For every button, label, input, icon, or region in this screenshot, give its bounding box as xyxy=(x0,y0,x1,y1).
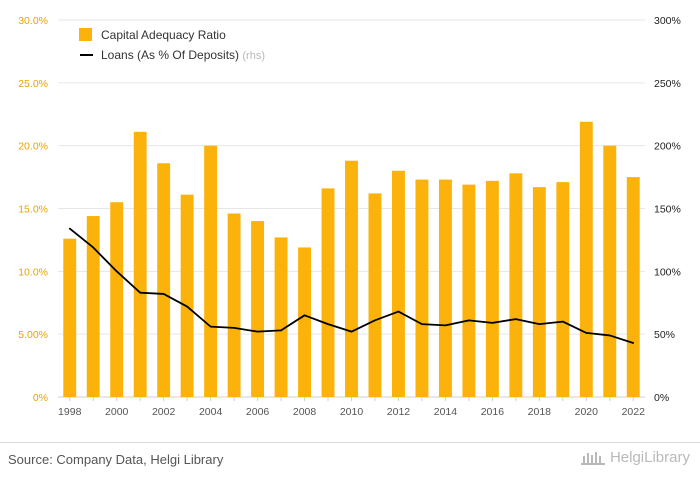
bar xyxy=(157,163,171,397)
bar xyxy=(556,182,570,397)
line-point xyxy=(397,310,400,313)
chart-svg: 0% 0% 5.00% 50% 10.0% 100% 15.0% 150% 20.0% 200% 2… xyxy=(18,15,681,418)
bar xyxy=(204,145,218,397)
y-left-tick-label: 20.0% xyxy=(18,141,48,153)
helgi-library-logo[interactable]: HelgiLibrary xyxy=(580,449,690,466)
line-point xyxy=(256,330,259,333)
line-point xyxy=(233,327,235,329)
bar xyxy=(462,184,476,397)
line-point xyxy=(515,318,517,320)
x-tick-label: 2000 xyxy=(105,406,129,418)
bar xyxy=(438,179,452,397)
line-point xyxy=(115,270,118,273)
y-right-tick-label: 100% xyxy=(654,266,681,278)
legend-suffix-rhs: (rhs) xyxy=(242,50,265,62)
y-right-tick-label: 200% xyxy=(654,141,681,153)
line-point xyxy=(327,323,329,325)
x-tick-label: 2006 xyxy=(246,406,270,418)
bar xyxy=(227,213,241,397)
x-tick-label: 2004 xyxy=(199,406,223,418)
line-point xyxy=(303,314,306,317)
y-right-tick-label: 250% xyxy=(654,78,681,90)
bar xyxy=(603,145,617,397)
line-point xyxy=(538,323,541,325)
bar xyxy=(298,247,311,397)
bar xyxy=(579,121,593,397)
bar xyxy=(415,179,429,397)
x-tick-label: 2018 xyxy=(528,406,552,418)
bar xyxy=(368,193,382,397)
line-point xyxy=(632,342,635,344)
chart: 0% 0% 5.00% 50% 10.0% 100% 15.0% 150% 20.0% 200% 2… xyxy=(18,15,681,418)
y-left-tick-label: 10.0% xyxy=(18,266,48,278)
y-left-tick-label: 5.00% xyxy=(18,329,48,341)
bar xyxy=(86,216,100,397)
bar xyxy=(626,177,640,397)
bar xyxy=(485,180,499,397)
line-point xyxy=(608,334,611,337)
line-point xyxy=(444,324,447,327)
x-tick-label: 2016 xyxy=(481,406,505,418)
y-right-tick-label: 150% xyxy=(654,204,681,216)
y-left-tick-label: 15.0% xyxy=(18,204,48,216)
bar xyxy=(133,131,147,398)
bar xyxy=(392,170,405,397)
legend-label-loans: Loans (As % Of Deposits) (rhs) xyxy=(101,48,265,62)
x-tick-label: 2022 xyxy=(622,406,646,418)
x-tick-label: 2008 xyxy=(293,406,317,418)
library-icon xyxy=(580,451,605,465)
line-point xyxy=(374,319,376,322)
y-left-tick-label: 0% xyxy=(33,392,48,404)
line-point xyxy=(92,246,95,249)
source-text: Source: Company Data, Helgi Library xyxy=(8,452,224,467)
y-left-tick-label: 25.0% xyxy=(18,78,48,90)
x-tick-label: 2012 xyxy=(387,406,411,418)
line-point xyxy=(209,325,212,328)
x-tick-label: 2020 xyxy=(575,406,599,418)
line-point xyxy=(491,322,494,324)
bar xyxy=(251,221,265,397)
footer: Source: Company Data, Helgi Library Helg… xyxy=(0,442,700,484)
y-right-tick-label: 50% xyxy=(654,329,675,341)
x-tick-label: 2014 xyxy=(434,406,458,418)
legend-swatch-bar xyxy=(79,28,92,41)
line-point xyxy=(280,329,282,332)
bar xyxy=(274,237,288,397)
line-point xyxy=(162,293,165,295)
x-tick-label: 2010 xyxy=(340,406,364,418)
bar xyxy=(321,188,335,397)
x-tick-label: 2002 xyxy=(152,406,176,418)
bar xyxy=(532,187,546,397)
brand-name: HelgiLibrary xyxy=(609,449,690,466)
line-point xyxy=(68,227,71,230)
bar xyxy=(180,194,194,397)
bar xyxy=(110,202,124,397)
y-left-tick-label: 30.0% xyxy=(18,15,48,27)
y-right-tick-label: 300% xyxy=(654,15,681,27)
x-tick-label: 1998 xyxy=(58,406,82,418)
line-point xyxy=(421,323,423,325)
line-point xyxy=(585,332,588,334)
legend-label-capital-adequacy: Capital Adequacy Ratio xyxy=(101,28,226,42)
line-point xyxy=(468,319,470,322)
line-point xyxy=(139,291,141,294)
bar xyxy=(63,238,77,397)
line-point xyxy=(350,330,353,333)
line-point xyxy=(562,320,564,323)
line-point xyxy=(186,305,188,308)
y-right-tick-label: 0% xyxy=(654,392,669,404)
bar xyxy=(509,173,523,397)
bar xyxy=(345,160,358,397)
